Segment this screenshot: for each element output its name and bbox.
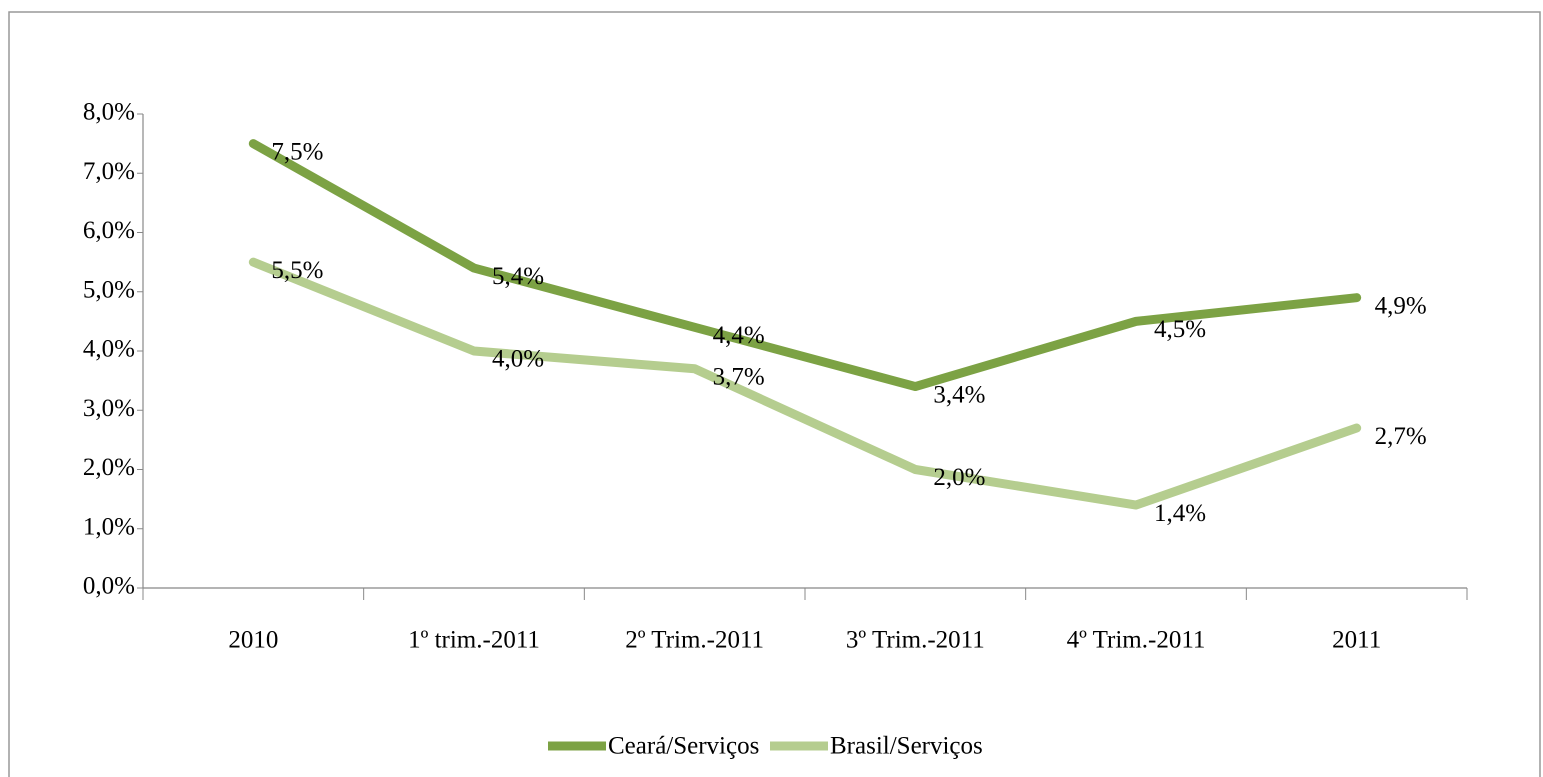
y-tick-label: 0,0% <box>83 573 135 600</box>
chart-frame <box>8 11 1541 777</box>
x-tick-label: 1º trim.-2011 <box>408 627 540 654</box>
series-line <box>248 257 1362 510</box>
data-label: 7,5% <box>271 138 323 165</box>
data-label: 2,7% <box>1375 423 1427 450</box>
y-tick-label: 4,0% <box>83 336 135 363</box>
y-tick-label: 7,0% <box>83 158 135 185</box>
data-label: 4,0% <box>492 346 544 373</box>
y-tick-label: 5,0% <box>83 276 135 303</box>
x-tick-label: 2011 <box>1332 627 1381 654</box>
data-label: 4,4% <box>713 322 765 349</box>
x-tick-label: 2º Trim.-2011 <box>625 627 764 654</box>
y-tick-label: 1,0% <box>83 513 135 540</box>
series-line <box>248 139 1362 392</box>
y-tick-label: 8,0% <box>83 99 135 126</box>
legend-label: Ceará/Serviços <box>608 733 759 760</box>
y-tick-label: 6,0% <box>83 217 135 244</box>
legend-label: Brasil/Serviços <box>830 733 983 760</box>
data-label: 2,0% <box>933 464 985 491</box>
x-tick-label: 4º Trim.-2011 <box>1067 627 1206 654</box>
data-label: 4,5% <box>1154 316 1206 343</box>
data-label: 1,4% <box>1154 500 1206 527</box>
data-label: 5,4% <box>492 263 544 290</box>
y-tick-label: 3,0% <box>83 395 135 422</box>
data-label: 4,9% <box>1375 292 1427 319</box>
y-tick-label: 2,0% <box>83 454 135 481</box>
data-label: 5,5% <box>271 257 323 284</box>
data-label: 3,7% <box>713 364 765 391</box>
x-tick-label: 2010 <box>228 627 278 654</box>
x-tick-label: 3º Trim.-2011 <box>846 627 985 654</box>
data-label: 3,4% <box>933 381 985 408</box>
